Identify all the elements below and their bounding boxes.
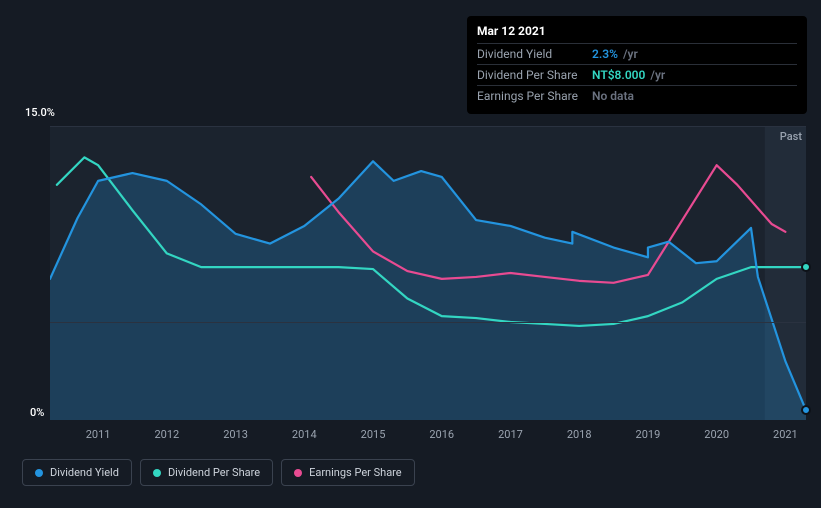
- y-axis-max-label: 15.0%: [25, 106, 55, 119]
- x-tick-label: 2020: [704, 428, 729, 441]
- legend-label: Earnings Per Share: [309, 466, 402, 479]
- chart-svg: [50, 126, 806, 420]
- y-axis-min-label: 0%: [30, 406, 44, 419]
- tooltip-date: Mar 12 2021: [477, 24, 797, 43]
- tooltip-row-value: NT$8.000 /yr: [592, 68, 665, 82]
- legend-dot-icon: [294, 469, 302, 477]
- series-end-marker: [801, 262, 811, 272]
- tooltip-row: Earnings Per ShareNo data: [477, 85, 797, 106]
- tooltip-row-label: Dividend Yield: [477, 47, 592, 61]
- tooltip-row-label: Earnings Per Share: [477, 89, 592, 103]
- x-axis: 2011 2012 2013 2014 2015 2016 2017 2018 2019 2020…: [50, 428, 806, 446]
- legend-item[interactable]: Earnings Per Share: [281, 459, 415, 486]
- tooltip-row-unit: /yr: [647, 68, 665, 82]
- legend-label: Dividend Yield: [50, 466, 119, 479]
- x-tick-label: 2014: [292, 428, 317, 441]
- x-tick-label: 2018: [567, 428, 592, 441]
- plot-area[interactable]: Past: [50, 126, 806, 420]
- legend-item[interactable]: Dividend Per Share: [140, 459, 273, 486]
- tooltip-row-label: Dividend Per Share: [477, 68, 592, 82]
- past-label: Past: [780, 130, 802, 143]
- tooltip-row-value: No data: [592, 89, 636, 103]
- legend-item[interactable]: Dividend Yield: [22, 459, 132, 486]
- tooltip-row-value: 2.3% /yr: [592, 47, 638, 61]
- tooltip-row-unit: /yr: [620, 47, 638, 61]
- tooltip: Mar 12 2021 Dividend Yield2.3% /yrDivide…: [467, 16, 807, 114]
- x-tick-label: 2017: [498, 428, 523, 441]
- legend: Dividend Yield Dividend Per Share Earnings…: [22, 459, 415, 486]
- x-tick-label: 2019: [636, 428, 661, 441]
- legend-dot-icon: [153, 469, 161, 477]
- x-tick-label: 2012: [154, 428, 179, 441]
- legend-dot-icon: [35, 469, 43, 477]
- tooltip-row: Dividend Yield2.3% /yr: [477, 43, 797, 64]
- legend-label: Dividend Per Share: [168, 466, 260, 479]
- x-tick-label: 2011: [86, 428, 111, 441]
- series-end-marker: [801, 405, 811, 415]
- tooltip-row: Dividend Per ShareNT$8.000 /yr: [477, 64, 797, 85]
- x-tick-label: 2016: [429, 428, 454, 441]
- x-tick-label: 2015: [361, 428, 386, 441]
- x-tick-label: 2021: [773, 428, 798, 441]
- x-tick-label: 2013: [223, 428, 248, 441]
